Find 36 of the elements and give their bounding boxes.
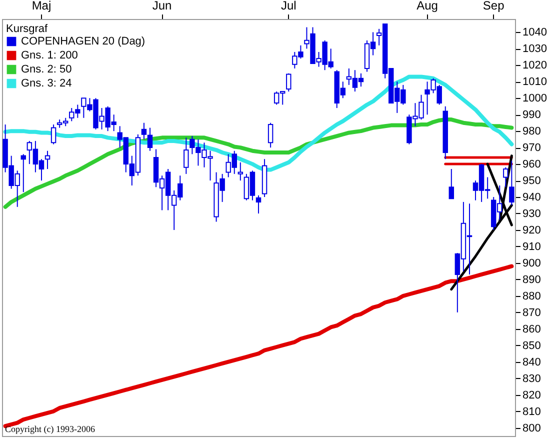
y-tick-label: 990 [522, 109, 541, 122]
legend-title: Kursgraf [6, 23, 49, 35]
y-tick-label: 1020 [522, 60, 547, 72]
y-tick-label: 1030 [522, 43, 547, 56]
legend-label: Gns. 1: 200 [21, 50, 78, 62]
x-tick-label: Sep [482, 0, 505, 12]
y-tick-label: 870 [522, 306, 541, 319]
y-tick-label: 1000 [522, 92, 547, 105]
y-tick-label: 880 [522, 290, 541, 302]
legend-label: Gns. 2: 50 [21, 64, 72, 76]
x-tick-label: Jun [152, 0, 172, 12]
y-tick-label: 980 [522, 126, 541, 138]
x-tick-label: Jul [280, 0, 296, 12]
y-tick-label: 1010 [522, 76, 547, 88]
y-tick-label: 800 [522, 422, 541, 434]
y-tick-label: 950 [522, 175, 541, 188]
y-tick-label: 1040 [522, 26, 547, 39]
y-tick-label: 960 [522, 158, 541, 171]
legend-label: COPENHAGEN 20 (Dag) [21, 36, 146, 48]
y-tick-label: 970 [522, 142, 541, 154]
y-tick-label: 830 [522, 372, 541, 385]
y-tick-label: 850 [522, 340, 541, 352]
y-tick-label: 820 [522, 389, 541, 402]
y-tick-label: 920 [522, 224, 541, 236]
y-tick-label: 860 [522, 323, 541, 336]
annotation: Copyright (c) 1993-2006 [5, 424, 96, 434]
legend-label: Gns. 3: 24 [21, 78, 72, 90]
y-tick-label: 900 [522, 257, 541, 270]
y-tick-label: 890 [522, 274, 541, 286]
x-tick-label: Maj [32, 0, 52, 12]
x-tick-label: Aug [416, 0, 438, 12]
y-tick-label: 840 [522, 356, 541, 368]
y-tick-label: 910 [522, 240, 541, 253]
y-tick-label: 930 [522, 208, 541, 220]
y-tick-label: 810 [522, 406, 541, 418]
y-tick-label: 940 [522, 192, 541, 204]
